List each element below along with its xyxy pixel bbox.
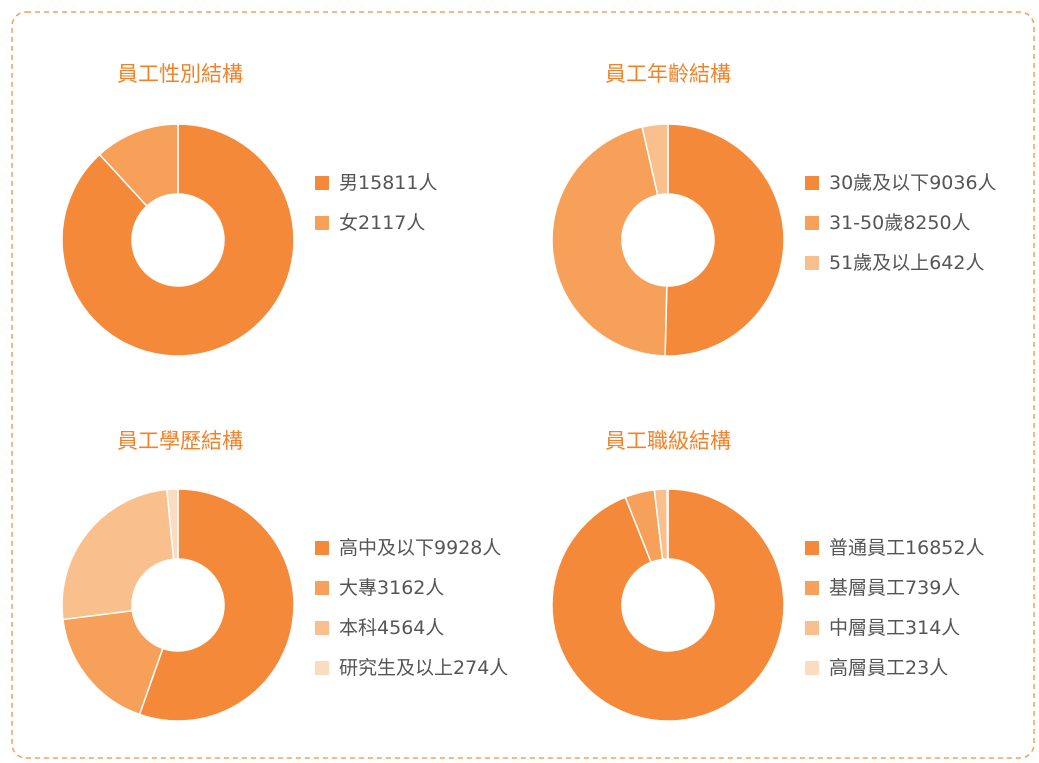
legend-entry: 51歲及以上642人 xyxy=(829,252,984,274)
chart-title: 員工年齡結構 xyxy=(605,62,731,86)
legend-category: 高中及以下 xyxy=(339,537,434,559)
legend-swatch xyxy=(805,581,819,595)
legend-entry: 女2117人 xyxy=(339,212,425,234)
legend-swatch xyxy=(315,581,329,595)
legend-swatch xyxy=(315,176,329,190)
legend-value: 9928人 xyxy=(434,537,501,559)
legend-swatch xyxy=(805,216,819,230)
legend-entry: 大專3162人 xyxy=(339,577,444,599)
legend-entry: 高中及以下9928人 xyxy=(339,537,501,559)
legend-category: 51歲及以上 xyxy=(829,252,929,274)
legend-entry: 31-50歲8250人 xyxy=(829,212,971,234)
chart-title: 員工性別結構 xyxy=(117,62,243,86)
legend-swatch xyxy=(315,661,329,675)
legend-value: 4564人 xyxy=(377,617,444,639)
legend-entry: 研究生及以上274人 xyxy=(339,657,508,679)
legend-category: 30歲及以下 xyxy=(829,172,929,194)
legend-entry: 高層員工23人 xyxy=(829,657,948,679)
legend-value: 8250人 xyxy=(903,212,970,234)
chart-title: 員工學歷結構 xyxy=(117,429,243,453)
legend-swatch xyxy=(805,661,819,675)
legend-entry: 中層員工314人 xyxy=(829,617,960,639)
legend-value: 9036人 xyxy=(929,172,996,194)
legend-swatch xyxy=(805,621,819,635)
legend-value: 739人 xyxy=(905,577,960,599)
legend-value: 2117人 xyxy=(358,212,425,234)
legend-category: 中層員工 xyxy=(829,617,905,639)
legend-swatch xyxy=(805,256,819,270)
legend-swatch xyxy=(805,541,819,555)
legend-value: 15811人 xyxy=(358,172,437,194)
legend-swatch xyxy=(315,216,329,230)
legend-category: 男 xyxy=(339,172,358,194)
donut-hole xyxy=(132,194,224,286)
legend-swatch xyxy=(315,621,329,635)
chart-title: 員工職級結構 xyxy=(605,429,731,453)
legend-value: 3162人 xyxy=(377,577,444,599)
legend-swatch xyxy=(315,541,329,555)
legend-value: 314人 xyxy=(905,617,960,639)
legend-entry: 30歲及以下9036人 xyxy=(829,172,997,194)
legend-entry: 普通員工16852人 xyxy=(829,537,984,559)
legend-category: 高層員工 xyxy=(829,657,905,679)
legend-category: 女 xyxy=(339,212,358,234)
legend-value: 23人 xyxy=(905,657,948,679)
donut-hole xyxy=(622,194,714,286)
legend-entry: 基層員工739人 xyxy=(829,577,960,599)
legend-entry: 本科4564人 xyxy=(339,617,444,639)
legend-entry: 男15811人 xyxy=(339,172,437,194)
legend-category: 基層員工 xyxy=(829,577,905,599)
donut-hole xyxy=(132,559,224,651)
legend-value: 274人 xyxy=(453,657,508,679)
legend-category: 大專 xyxy=(339,577,377,599)
legend-category: 本科 xyxy=(339,617,377,639)
legend-swatch xyxy=(805,176,819,190)
donut-slice xyxy=(666,488,669,560)
legend-category: 普通員工 xyxy=(829,537,905,559)
legend-category: 31-50歲 xyxy=(829,212,903,234)
legend-value: 642人 xyxy=(929,252,984,274)
legend-category: 研究生及以上 xyxy=(339,657,453,679)
legend-value: 16852人 xyxy=(905,537,984,559)
donut-hole xyxy=(622,559,714,651)
panel-border xyxy=(11,11,1035,759)
